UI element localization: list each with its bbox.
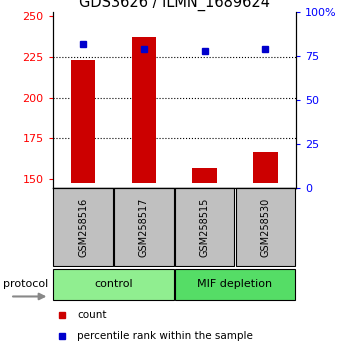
FancyBboxPatch shape bbox=[53, 269, 174, 299]
Text: count: count bbox=[77, 310, 106, 320]
Text: percentile rank within the sample: percentile rank within the sample bbox=[77, 331, 253, 341]
Bar bbox=[192, 168, 217, 183]
FancyBboxPatch shape bbox=[114, 188, 174, 267]
Text: control: control bbox=[94, 279, 133, 289]
Bar bbox=[71, 60, 95, 183]
Text: protocol: protocol bbox=[3, 279, 49, 289]
FancyBboxPatch shape bbox=[175, 188, 234, 267]
Text: GSM258515: GSM258515 bbox=[200, 198, 210, 257]
Text: GSM258530: GSM258530 bbox=[260, 198, 270, 257]
Text: MIF depletion: MIF depletion bbox=[198, 279, 273, 289]
Bar bbox=[253, 152, 277, 183]
FancyBboxPatch shape bbox=[175, 269, 295, 299]
FancyBboxPatch shape bbox=[236, 188, 295, 267]
Bar bbox=[132, 37, 156, 183]
Text: GSM258517: GSM258517 bbox=[139, 198, 149, 257]
Title: GDS3626 / ILMN_1689624: GDS3626 / ILMN_1689624 bbox=[79, 0, 270, 11]
FancyBboxPatch shape bbox=[53, 188, 113, 267]
Text: GSM258516: GSM258516 bbox=[78, 198, 88, 257]
